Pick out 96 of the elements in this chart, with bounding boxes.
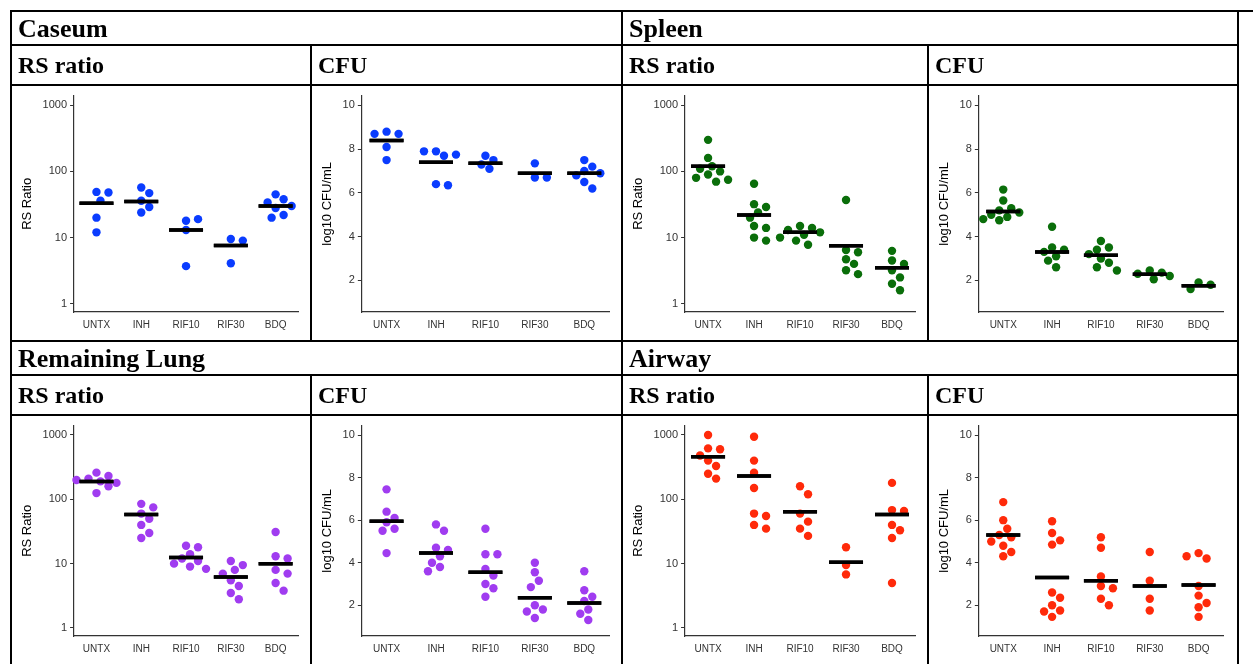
x-tick-label: RIF30	[521, 642, 549, 654]
y-axis-title: log10 CFU/mL	[936, 488, 952, 573]
y-tick-label: 1	[60, 620, 68, 633]
chart-subtitle: RS ratio	[12, 46, 310, 86]
x-tick-label: INH	[745, 318, 763, 330]
x-tick-label: UNTX	[372, 318, 401, 330]
y-tick-label: 10	[665, 556, 679, 569]
y-tick-label: 1	[60, 296, 68, 309]
y-tick-label: 10	[665, 230, 679, 243]
y-tick-label: 8	[965, 470, 972, 483]
x-tick-label: INH	[745, 642, 763, 654]
y-axis-title: RS Ratio	[630, 504, 646, 557]
x-tick-label: BDQ	[881, 642, 904, 654]
y-tick-label: 6	[965, 513, 972, 526]
x-tick-label: INH	[1043, 642, 1061, 654]
y-tick-label: 8	[348, 470, 355, 483]
x-tick-label: UNTX	[372, 642, 401, 654]
x-tick-label: RIF10	[471, 642, 500, 654]
x-tick-label: UNTX	[82, 642, 111, 654]
y-tick-label: 100	[659, 492, 679, 505]
x-tick-label: RIF30	[832, 642, 861, 654]
x-tick-label: BDQ	[1187, 318, 1210, 330]
chart-subtitle: CFU	[929, 376, 1237, 416]
chart-subtitle: CFU	[929, 46, 1237, 86]
y-tick-label: 2	[348, 598, 355, 611]
x-tick-label: INH	[427, 642, 445, 654]
x-tick-label: RIF10	[1087, 318, 1115, 330]
chart-subtitle: CFU	[312, 46, 621, 86]
y-axis-title: RS Ratio	[19, 504, 35, 557]
y-axis-title: RS Ratio	[19, 177, 35, 230]
x-tick-label: RIF10	[172, 318, 201, 330]
chart-title: Spleen	[623, 12, 1239, 46]
y-tick-label: 8	[965, 142, 972, 155]
chart-subtitle: RS ratio	[623, 376, 927, 416]
y-tick-label: 100	[659, 164, 679, 177]
x-tick-label: UNTX	[694, 318, 722, 330]
y-tick-label: 1000	[42, 98, 68, 111]
chart-title: Airway	[623, 342, 1239, 376]
y-tick-label: 4	[348, 555, 355, 568]
x-tick-label: INH	[1043, 318, 1061, 330]
y-tick-label: 1	[671, 620, 679, 633]
y-tick-label: 1	[671, 296, 679, 309]
y-tick-label: 1000	[653, 98, 679, 111]
x-tick-label: RIF30	[1136, 642, 1164, 654]
x-tick-label: BDQ	[1187, 642, 1210, 654]
y-tick-label: 2	[965, 598, 972, 611]
chart-subtitle: RS ratio	[623, 46, 927, 86]
chart-subtitle: RS ratio	[12, 376, 310, 416]
y-axis-title: log10 CFU/mL	[936, 161, 952, 246]
x-tick-label: RIF30	[217, 642, 245, 654]
x-tick-label: INH	[132, 642, 150, 654]
y-tick-label: 10	[342, 428, 355, 441]
chart-title: Caseum	[12, 12, 623, 46]
y-axis-title: log10 CFU/mL	[319, 488, 335, 573]
y-tick-label: 10	[342, 98, 355, 111]
x-tick-label: UNTX	[989, 318, 1018, 330]
x-tick-label: BDQ	[573, 642, 596, 654]
y-tick-label: 100	[48, 492, 68, 505]
x-tick-label: RIF30	[521, 318, 549, 330]
y-axis-title: log10 CFU/mL	[319, 161, 335, 246]
y-tick-label: 100	[48, 164, 68, 177]
y-tick-label: 10	[54, 556, 68, 569]
y-tick-label: 1000	[42, 428, 68, 441]
x-tick-label: RIF10	[1087, 642, 1115, 654]
x-tick-label: BDQ	[264, 642, 287, 654]
y-tick-label: 10	[959, 98, 972, 111]
x-tick-label: RIF10	[786, 318, 815, 330]
x-tick-label: RIF30	[832, 318, 861, 330]
x-tick-label: UNTX	[989, 642, 1018, 654]
y-tick-label: 4	[348, 229, 355, 242]
x-tick-label: BDQ	[573, 318, 596, 330]
y-tick-label: 10	[54, 230, 68, 243]
y-tick-label: 4	[965, 229, 972, 242]
x-tick-label: RIF30	[1136, 318, 1164, 330]
x-tick-label: INH	[427, 318, 445, 330]
y-tick-label: 6	[348, 513, 355, 526]
x-tick-label: UNTX	[82, 318, 111, 330]
y-tick-label: 2	[348, 273, 355, 286]
x-tick-label: RIF10	[786, 642, 815, 654]
x-tick-label: RIF10	[471, 318, 500, 330]
y-tick-label: 10	[959, 428, 972, 441]
y-tick-label: 4	[965, 555, 972, 568]
y-axis-title: RS Ratio	[630, 177, 646, 230]
y-tick-label: 8	[348, 142, 355, 155]
x-tick-label: BDQ	[881, 318, 904, 330]
chart-subtitle: CFU	[312, 376, 621, 416]
x-tick-label: RIF10	[172, 642, 201, 654]
chart-title: Remaining Lung	[12, 342, 623, 376]
x-tick-label: RIF30	[217, 318, 245, 330]
y-tick-label: 2	[965, 273, 972, 286]
x-tick-label: BDQ	[264, 318, 287, 330]
x-tick-label: UNTX	[694, 642, 722, 654]
y-tick-label: 1000	[653, 428, 679, 441]
y-tick-label: 6	[965, 185, 972, 198]
y-tick-label: 6	[348, 185, 355, 198]
x-tick-label: INH	[132, 318, 150, 330]
